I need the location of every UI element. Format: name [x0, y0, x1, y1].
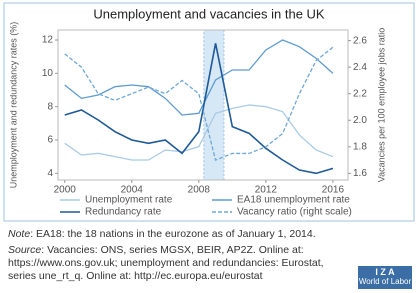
y-tick-label: 8 — [47, 101, 53, 112]
x-tick-label: 2012 — [255, 185, 278, 196]
chart-frame — [3, 2, 415, 222]
logo: I Z A World of Labor — [358, 266, 412, 289]
source-label: Source — [8, 244, 42, 256]
logo-tagline: World of Labor — [358, 277, 412, 286]
legend-label: Vacancy ratio (right scale) — [237, 207, 352, 218]
logo-name: I Z A — [375, 267, 395, 277]
y2-tick-label: 2.6 — [353, 35, 367, 46]
source-text: : Vacancies: ONS, series MGSX, BEIR, AP2… — [8, 244, 324, 282]
note-label: Note — [8, 228, 31, 240]
series-line — [64, 46, 334, 161]
note: Note: EA18: the 18 nations in the eurozo… — [8, 228, 413, 241]
series-line — [64, 39, 334, 116]
note-text: : EA18: the 18 nations in the eurozone a… — [30, 228, 316, 240]
x-tick-label: 2008 — [188, 185, 211, 196]
legend-label: Unemployment rate — [85, 195, 173, 206]
series-line — [64, 43, 334, 175]
y-tick-label: 6 — [47, 135, 53, 146]
y2-tick-label: 2.2 — [353, 88, 367, 99]
x-tick-label: 2000 — [54, 185, 77, 196]
y2-tick-label: 1.8 — [353, 141, 367, 152]
legend-label: Redundancy rate — [85, 207, 162, 218]
y-axis-label: Unemployment and redundancy rates (%) — [8, 22, 18, 189]
source: Source: Vacancies: ONS, series MGSX, BEI… — [8, 244, 348, 283]
plot-frame — [57, 29, 349, 181]
y-tick-label: 4 — [47, 168, 53, 179]
chart: Unemployment and vacancies in the UK 4 6 8… — [3, 2, 415, 222]
y2-tick-label: 2.0 — [353, 115, 367, 126]
y-tick-label: 12 — [42, 35, 54, 46]
y-tick-label: 10 — [42, 68, 54, 79]
legend-label: EA18 unemployment rate — [237, 195, 350, 206]
x-tick-label: 2004 — [121, 185, 144, 196]
x-tick-label: 2016 — [322, 185, 345, 196]
y2-axis-label: Vacancies per 100 employee jobs ratio — [376, 28, 386, 182]
y2-tick-label: 1.6 — [353, 168, 367, 179]
y2-tick-label: 2.4 — [353, 62, 367, 73]
chart-title: Unemployment and vacancies in the UK — [93, 6, 325, 21]
